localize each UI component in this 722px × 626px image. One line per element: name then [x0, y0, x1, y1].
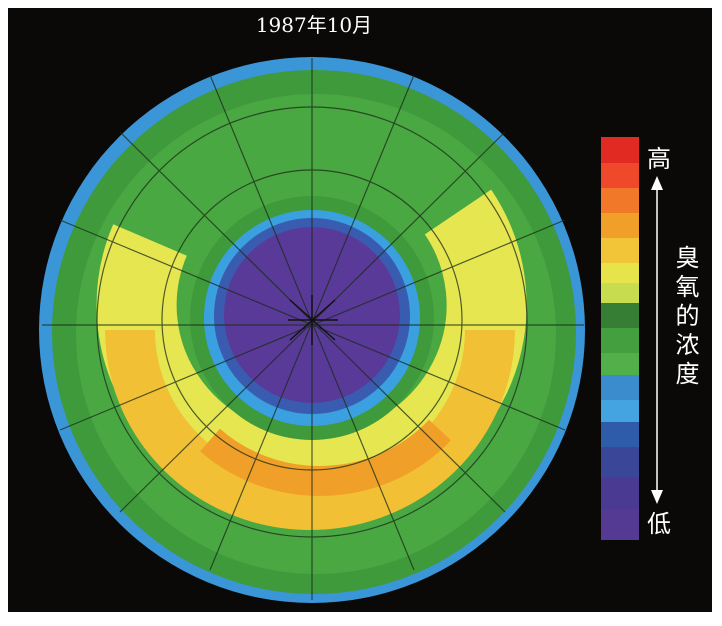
legend-high: 高	[647, 145, 671, 173]
color-scale	[601, 137, 639, 540]
scale-arrow	[651, 176, 663, 504]
legend-label: 臭氧的浓度	[671, 245, 699, 390]
pole-marker	[288, 295, 338, 345]
legend-low: 低	[647, 510, 671, 538]
globe	[39, 57, 585, 603]
map-title: 1987年10月	[256, 13, 372, 37]
orange-crescent	[105, 329, 515, 530]
orange-core	[200, 419, 451, 496]
